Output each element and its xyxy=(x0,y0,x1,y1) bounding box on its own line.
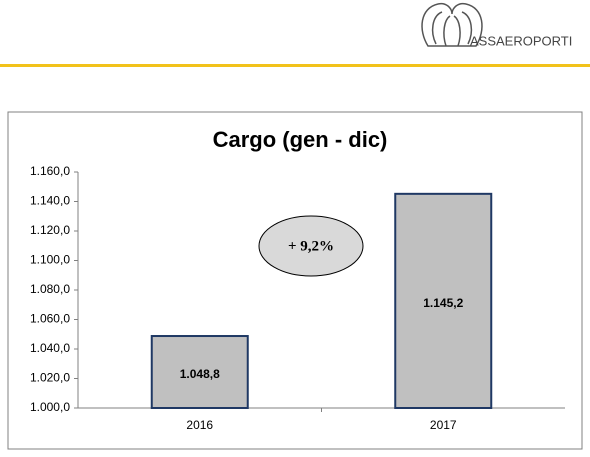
logo-icon xyxy=(421,2,483,47)
y-tick-label: 1.140,0 xyxy=(30,194,70,208)
header-rule xyxy=(0,64,590,67)
y-tick-label: 1.020,0 xyxy=(30,371,70,385)
logo-text: ASSAEROPORTI xyxy=(470,33,572,48)
x-tick-label: 2016 xyxy=(186,418,213,432)
annotation: + 9,2% xyxy=(288,238,334,254)
chart-frame xyxy=(7,111,583,450)
value-label: 1.048,8 xyxy=(180,367,220,381)
bar xyxy=(150,335,249,409)
y-tick-label: 1.100,0 xyxy=(30,253,70,267)
y-tick-label: 1.080,0 xyxy=(30,282,70,296)
y-tick-label: 1.160,0 xyxy=(30,164,70,178)
y-tick-label: 1.040,0 xyxy=(30,341,70,355)
value-label: 1.145,2 xyxy=(423,296,463,310)
chart-title: Cargo (gen - dic) xyxy=(213,127,388,152)
y-tick-label: 1.120,0 xyxy=(30,223,70,237)
x-tick-label: 2017 xyxy=(430,418,457,432)
y-tick-label: 1.000,0 xyxy=(30,400,70,414)
annotation-bubble xyxy=(258,215,364,277)
bar xyxy=(394,192,493,409)
y-tick-label: 1.060,0 xyxy=(30,312,70,326)
